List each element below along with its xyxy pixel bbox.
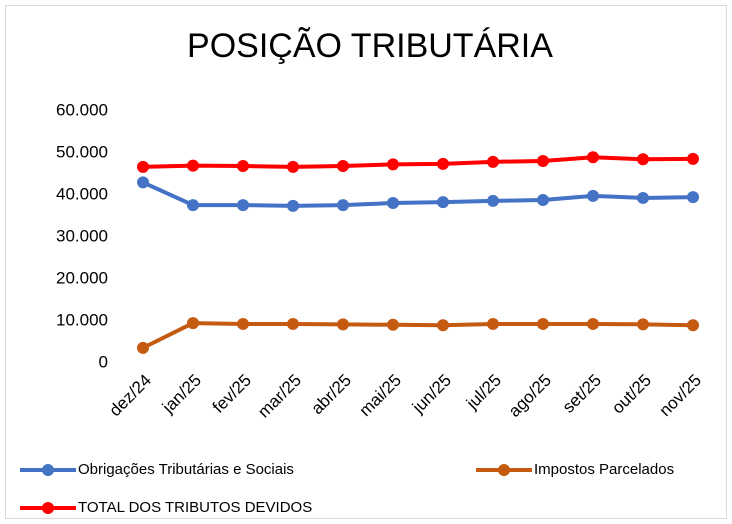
chart-border <box>5 5 727 519</box>
data-point <box>237 199 249 212</box>
chart-title: POSIÇÃO TRIBUTÁRIA <box>187 27 553 65</box>
data-point <box>237 317 249 330</box>
data-point <box>687 319 699 332</box>
data-point <box>587 189 599 202</box>
data-point <box>687 191 699 204</box>
data-point <box>287 199 299 212</box>
data-point <box>337 199 349 212</box>
data-point <box>637 318 649 331</box>
data-point <box>587 317 599 330</box>
data-point <box>587 151 599 164</box>
y-tick-label: 30.000 <box>56 226 108 245</box>
data-point <box>337 160 349 173</box>
data-point <box>187 199 199 212</box>
legend-label: TOTAL DOS TRIBUTOS DEVIDOS <box>78 499 312 516</box>
legend-label: Impostos Parcelados <box>534 461 674 478</box>
legend-marker <box>42 502 54 514</box>
legend-marker <box>42 464 54 476</box>
data-point <box>137 176 149 189</box>
data-point <box>487 317 499 330</box>
data-point <box>487 194 499 207</box>
y-tick-label: 40.000 <box>56 184 108 203</box>
legend-marker <box>498 464 510 476</box>
data-point <box>537 194 549 207</box>
series-line <box>142 155 694 169</box>
data-point <box>387 196 399 209</box>
y-tick-label: 60.000 <box>56 100 108 119</box>
data-point <box>487 155 499 168</box>
series-line <box>142 180 694 208</box>
data-point <box>437 319 449 332</box>
data-point <box>237 160 249 173</box>
y-tick-label: 20.000 <box>56 268 108 287</box>
data-point <box>637 191 649 204</box>
data-point <box>187 317 199 330</box>
data-point <box>187 159 199 172</box>
data-point <box>537 317 549 330</box>
data-point <box>387 318 399 331</box>
data-point <box>137 160 149 173</box>
data-point <box>437 196 449 209</box>
data-point <box>637 153 649 166</box>
data-point <box>687 152 699 165</box>
data-point <box>337 318 349 331</box>
data-point <box>387 158 399 171</box>
data-point <box>287 317 299 330</box>
series-line <box>142 321 694 350</box>
data-point <box>287 160 299 173</box>
data-point <box>437 157 449 170</box>
data-point <box>137 341 149 354</box>
y-tick-label: 0 <box>99 352 108 371</box>
y-tick-label: 50.000 <box>56 142 108 161</box>
data-point <box>537 154 549 167</box>
legend-label: Obrigações Tributárias e Sociais <box>78 461 294 478</box>
y-tick-label: 10.000 <box>56 310 108 329</box>
